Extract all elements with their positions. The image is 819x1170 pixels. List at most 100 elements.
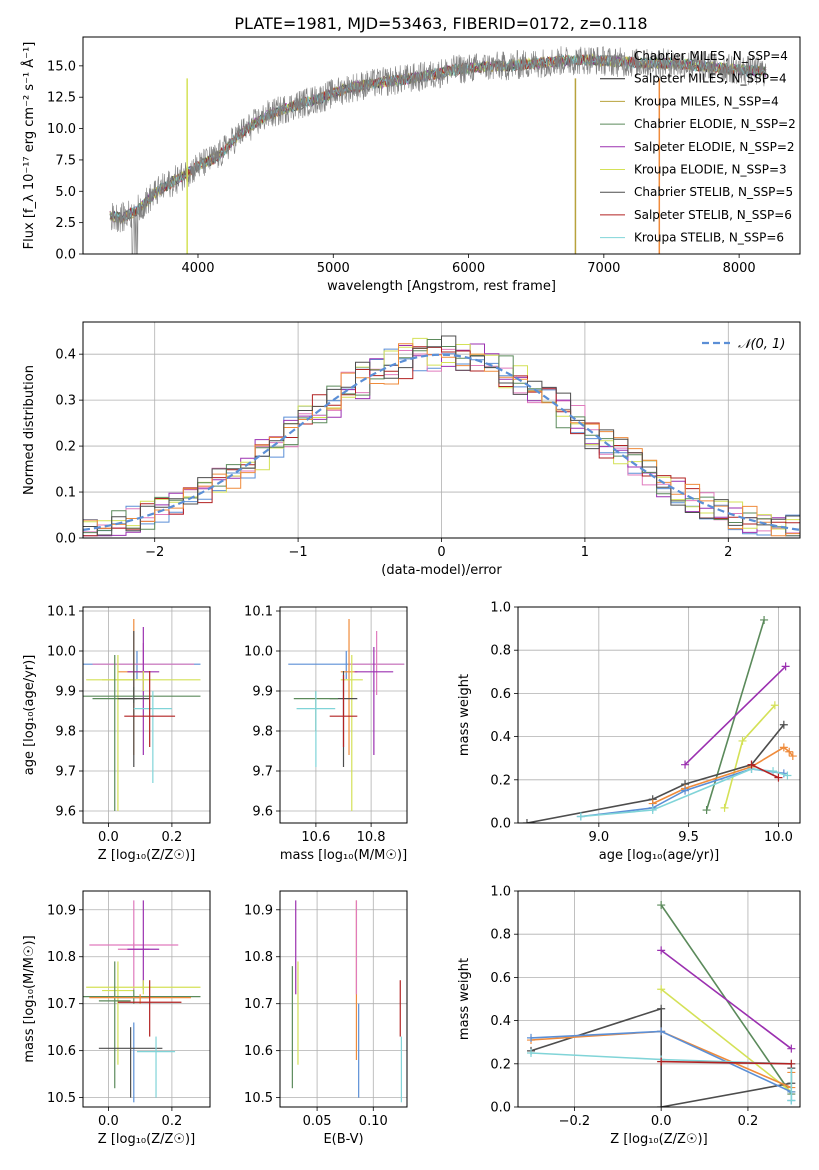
data-marker [785,747,794,756]
y-tick-label: 10.5 [47,1091,76,1106]
data-marker [657,901,666,910]
y-tick-label: 10.0 [47,122,76,137]
y-tick-label: 10.7 [244,997,273,1012]
x-axis-label: age [log₁₀(age/yr)] [599,848,720,863]
legend-label: 𝒩(0, 1) [738,337,785,352]
legend-label: Salpeter STELIB, N_SSP=6 [634,208,792,222]
legend: Chabrier MILES, N_SSP=4 Salpeter MILES, N… [600,49,796,245]
data-marker [760,615,769,624]
data-marker [770,701,779,710]
weight-series-line [661,1060,792,1065]
data-marker [781,662,790,671]
x-axis-label: Z [log₁₀(Z/Z☉)] [98,848,195,863]
plot-content [288,619,405,811]
axes-frame [279,890,408,1108]
axes-frame [82,606,211,824]
x-axis-label: Z [log₁₀(Z/Z☉)] [98,1132,195,1147]
data-marker [657,985,666,994]
axes-frame [517,606,801,824]
x-axis-label: (data-model)/error [381,563,502,578]
y-tick-label: 0.0 [55,532,76,547]
data-marker [657,1004,666,1013]
x-tick-label: −0.2 [559,1114,591,1129]
y-tick-label: 0.8 [490,928,511,943]
axes-frame [517,890,801,1108]
y-tick-label: 10.1 [244,605,273,620]
y-tick-label: 0.4 [55,348,76,363]
data-marker [648,806,657,815]
legend-label: Kroupa ELODIE, N_SSP=3 [634,163,787,177]
y-tick-label: 10.7 [47,997,76,1012]
legend-label: Salpeter ELODIE, N_SSP=2 [634,140,795,154]
weight-series-line [684,665,787,766]
x-axis-label: Z [log₁₀(Z/Z☉)] [610,1132,707,1147]
data-marker [657,1057,666,1066]
x-tick-label: 0.0 [98,830,119,845]
y-axis-label: mass [log₁₀(M/M☉)] [22,935,37,1062]
y-axis-label: mass weight [457,958,472,1040]
x-tick-label: 8000 [723,261,756,276]
y-tick-label: 9.7 [55,765,76,780]
legend-label: Salpeter MILES, N_SSP=4 [634,72,787,86]
y-tick-label: 15.0 [47,59,76,74]
x-tick-label: 6000 [452,261,485,276]
x-tick-label: 0.10 [359,1114,388,1129]
y-tick-label: 9.8 [252,725,273,740]
y-tick-label: 0.0 [55,248,76,263]
x-axis-label: mass [log₁₀(M/M☉)] [280,848,407,863]
data-marker [720,803,729,812]
chart-weight-vs-Z: −0.2 0.0 0.2 0.0 0.2 0.4 0.6 0.8 1.0 Z [log₁₀(Z/Z… [457,885,801,1147]
plot-area [83,891,210,1107]
y-tick-label: 0.4 [490,1014,511,1029]
legend-label: Kroupa STELIB, N_SSP=6 [634,231,784,245]
y-tick-label: 0.1 [55,486,76,501]
data-marker [779,743,788,752]
x-tick-label: 1 [581,545,589,560]
data-marker [657,1027,666,1036]
data-marker [779,720,788,729]
histogram-series [83,335,800,536]
plot-area [83,607,210,823]
y-tick-label: 10.1 [47,605,76,620]
data-marker [657,1103,666,1107]
x-tick-label: 5000 [317,261,350,276]
plot-content [109,46,767,254]
axes-frame [82,890,211,1108]
x-tick-label: 0.05 [303,1114,332,1129]
y-tick-label: 10.5 [244,1091,273,1106]
legend: 𝒩(0, 1) [702,337,785,352]
data-marker [657,946,666,955]
spectrum-data [109,46,767,254]
plot-content [291,900,402,1103]
plot-content [522,615,797,823]
axes-frame [82,36,801,255]
x-tick-label: 0.2 [162,830,183,845]
data-marker [783,771,792,780]
data-marker [747,760,756,769]
y-tick-label: 10.8 [47,950,76,965]
y-tick-label: 10.9 [244,903,273,918]
chart-weight-vs-age: 9.0 9.5 10.0 0.0 0.2 0.4 0.6 0.8 1.0 age [log₁₀(a… [457,601,801,863]
data-marker [774,773,783,782]
y-tick-label: 0.6 [490,687,511,702]
legend-label: Chabrier MILES, N_SSP=4 [634,49,788,63]
x-tick-label: 0.0 [651,1114,672,1129]
axes-frame [279,606,408,824]
y-tick-label: 9.7 [252,765,273,780]
legend-label: Chabrier ELODIE, N_SSP=2 [634,117,796,131]
y-tick-label: 0.3 [55,394,76,409]
data-marker [787,1044,796,1053]
x-tick-label: 0.0 [98,1114,119,1129]
legend-label: Kroupa MILES, N_SSP=4 [634,94,779,108]
x-tick-label: 10.8 [357,830,386,845]
y-tick-label: 10.0 [244,645,273,660]
y-tick-label: 5.0 [55,185,76,200]
chart-age-vs-Z: 0.0 0.2 9.6 9.7 9.8 9.9 10.0 10.1 Z [log₁₀(Z/Z☉)… [22,605,211,863]
chart-age-vs-mass: 10.6 10.8 9.6 9.7 9.8 9.9 10.0 10.1 mass [log₁₀(… [244,605,408,863]
figure-title: PLATE=1981, MJD=53463, FIBERID=0172, z=0… [234,14,647,33]
y-tick-label: 0.6 [490,971,511,986]
data-marker [527,1033,536,1042]
y-tick-label: 1.0 [490,601,511,616]
x-axis-label: E(B-V) [323,1132,363,1147]
y-tick-label: 9.9 [252,685,273,700]
